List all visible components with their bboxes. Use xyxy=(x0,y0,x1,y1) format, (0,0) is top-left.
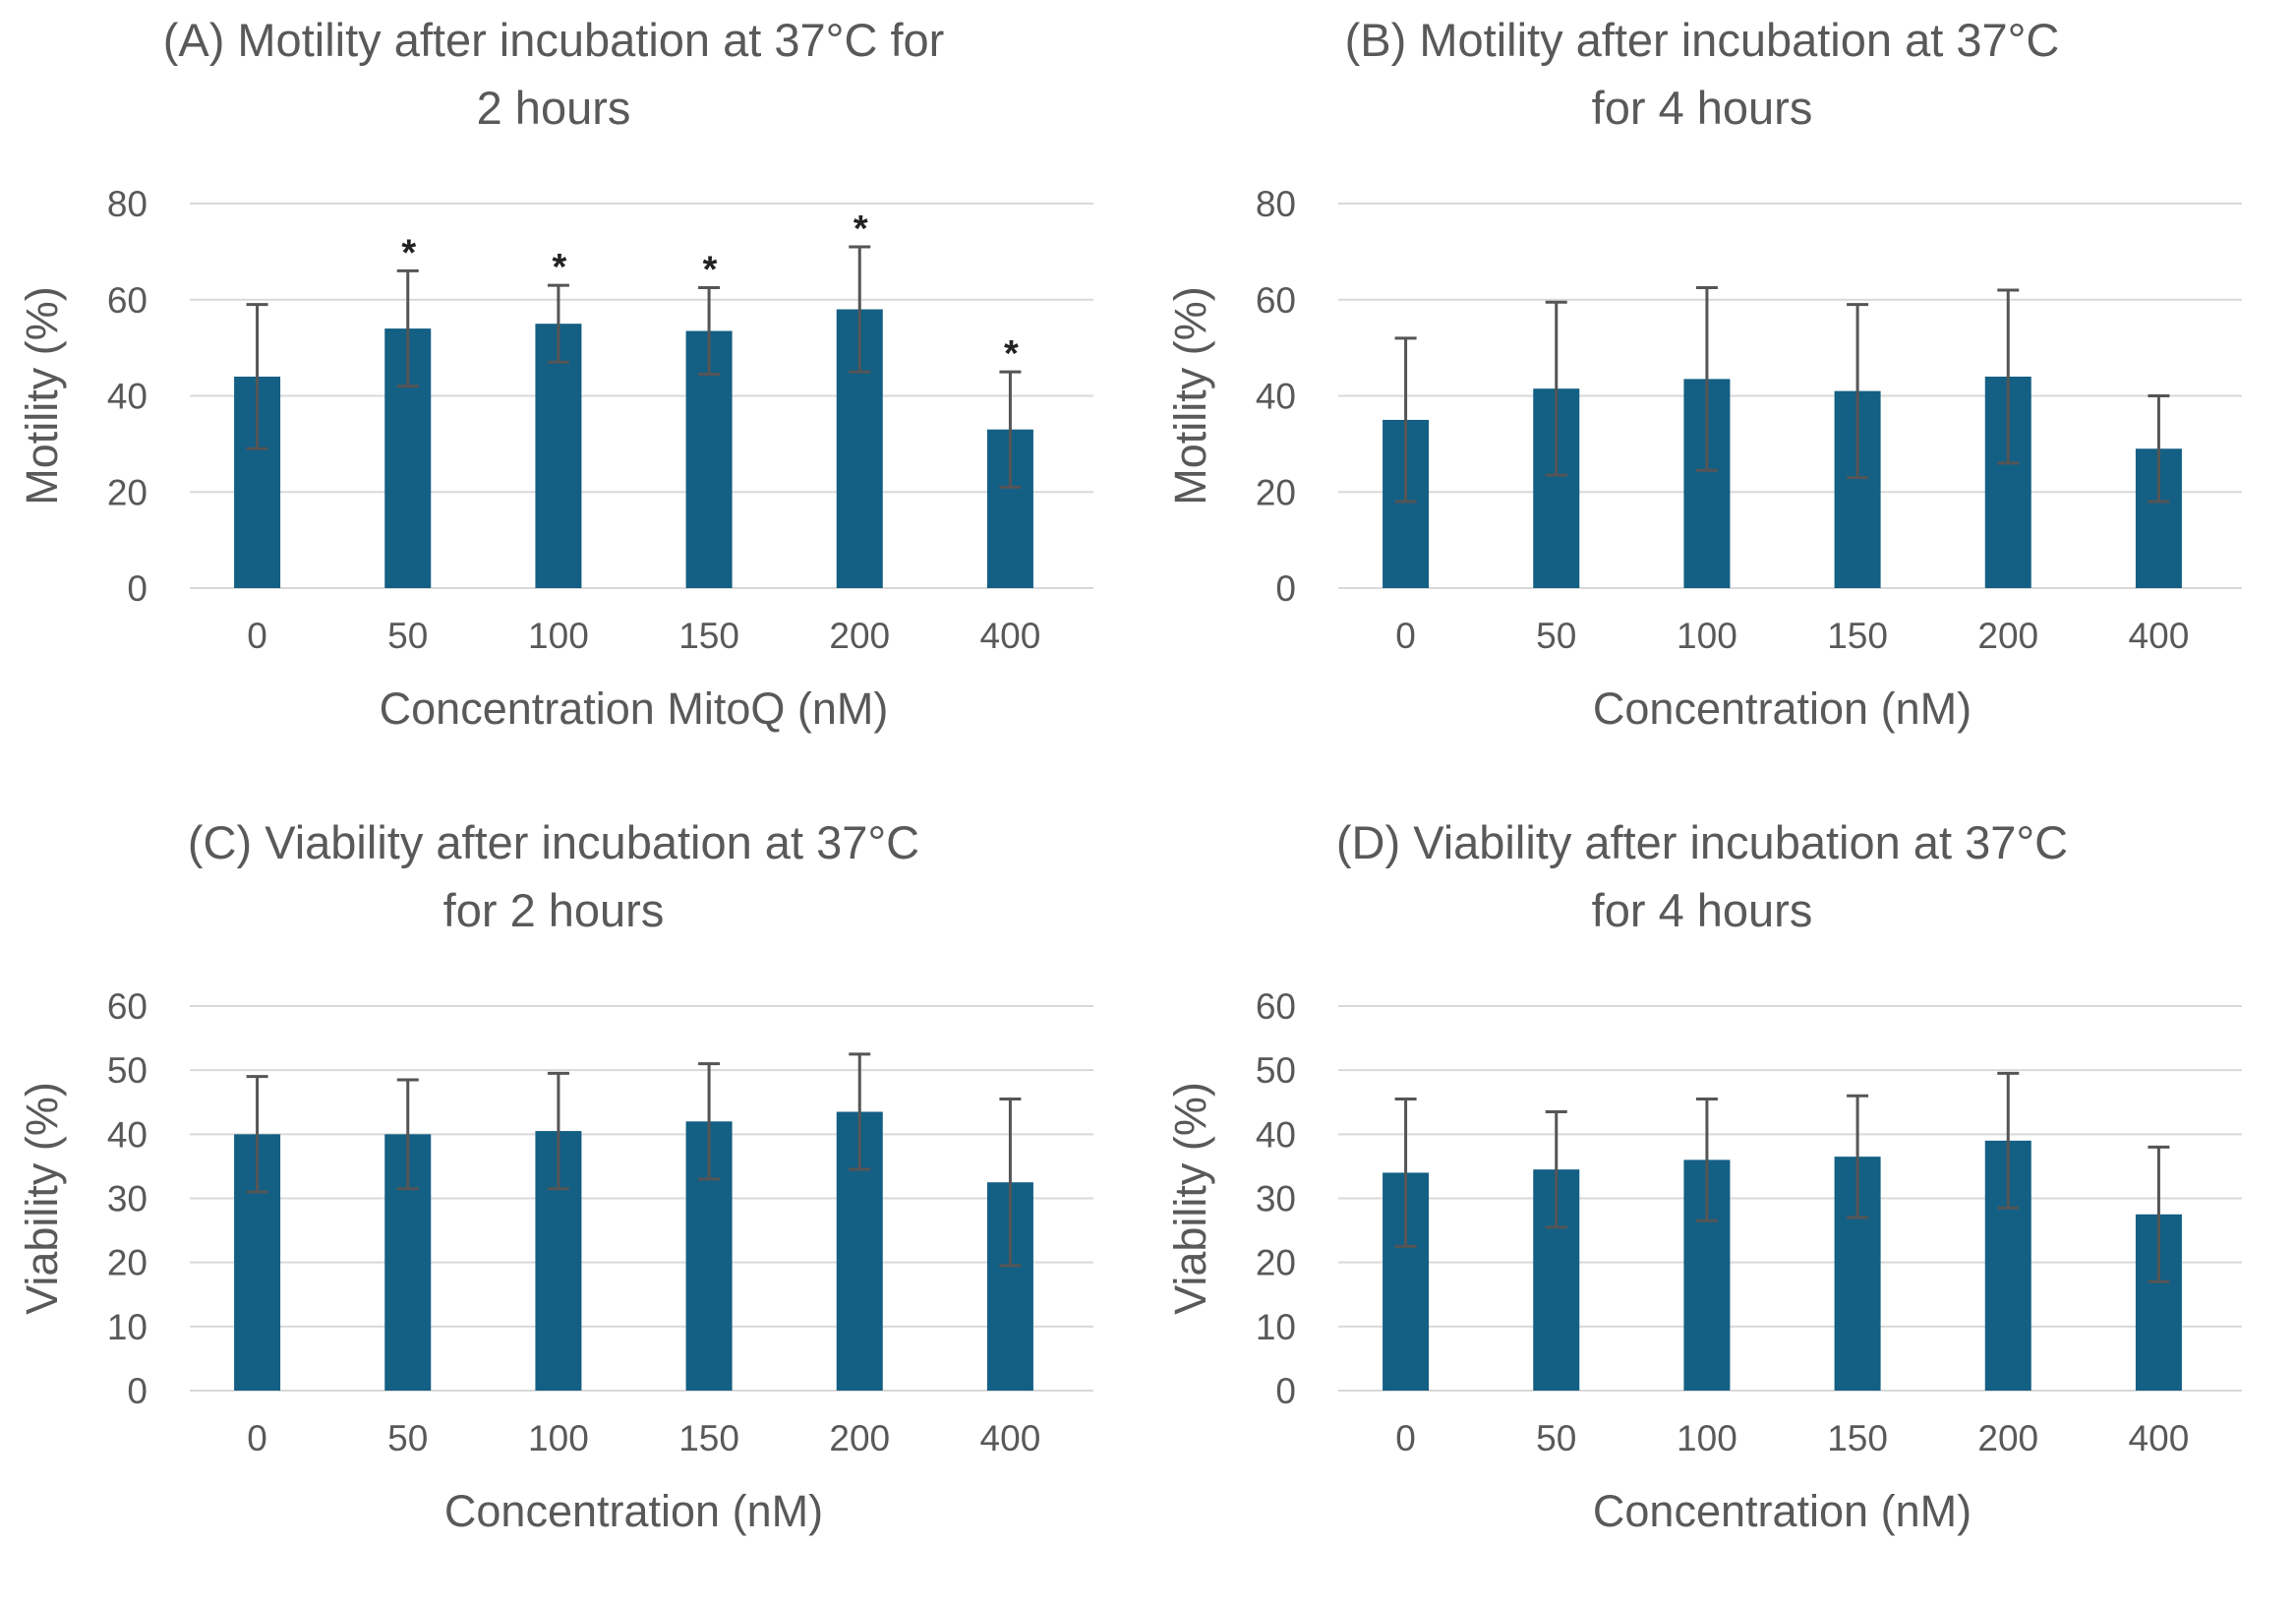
chart-title-line-1: (C) Viability after incubation at 37°C xyxy=(188,816,919,868)
chart-b-svg: (B) Motility after incubation at 37°C for… xyxy=(1165,14,2242,734)
x-tick-label: 50 xyxy=(387,1418,428,1458)
y-tick-label: 10 xyxy=(1256,1307,1296,1347)
x-axis-label: Concentration (nM) xyxy=(1593,683,1972,734)
y-tick-label: 60 xyxy=(107,280,147,321)
x-tick-label: 400 xyxy=(980,616,1041,656)
x-tick-label: 0 xyxy=(1395,616,1416,656)
x-tick-label: 400 xyxy=(2129,616,2190,656)
x-tick-label: 0 xyxy=(247,616,267,656)
significance-star: * xyxy=(1004,333,1019,375)
x-tick-label: 50 xyxy=(387,616,428,656)
x-tick-label: 150 xyxy=(1827,1418,1888,1458)
x-tick-label: 200 xyxy=(1977,616,2038,656)
chart-c-svg: (C) Viability after incubation at 37°C fo… xyxy=(17,816,1093,1536)
y-tick-label: 20 xyxy=(1256,1243,1296,1283)
chart-title-line-1: (D) Viability after incubation at 37°C xyxy=(1336,816,2068,868)
y-tick-label: 0 xyxy=(127,568,147,609)
y-tick-label: 60 xyxy=(1256,986,1296,1027)
y-tick-label: 80 xyxy=(1256,184,1296,224)
y-tick-label: 40 xyxy=(107,377,147,417)
y-tick-label: 0 xyxy=(127,1371,147,1411)
x-tick-label: 50 xyxy=(1536,616,1576,656)
x-tick-label: 200 xyxy=(829,616,890,656)
y-axis-label: Motility (%) xyxy=(17,286,67,505)
x-tick-label: 50 xyxy=(1536,1418,1576,1458)
x-tick-label: 100 xyxy=(528,1418,589,1458)
chart-title-line-1: (A) Motility after incubation at 37°C fo… xyxy=(163,14,945,66)
x-tick-label: 0 xyxy=(247,1418,267,1458)
y-tick-label: 20 xyxy=(107,472,147,512)
chart-title-line-1: (B) Motility after incubation at 37°C xyxy=(1345,14,2060,66)
chart-panel-b: (B) Motility after incubation at 37°C for… xyxy=(1148,0,2296,802)
y-tick-label: 60 xyxy=(1256,280,1296,321)
x-tick-label: 100 xyxy=(1677,1418,1737,1458)
chart-title-line-2: 2 hours xyxy=(477,82,631,134)
x-tick-label: 100 xyxy=(1677,616,1737,656)
x-tick-label: 200 xyxy=(1977,1418,2038,1458)
bar xyxy=(535,324,582,588)
y-tick-label: 30 xyxy=(107,1179,147,1219)
y-tick-label: 30 xyxy=(1256,1179,1296,1219)
x-axis-label: Concentration (nM) xyxy=(1593,1486,1972,1536)
y-tick-label: 20 xyxy=(107,1243,147,1283)
chart-d-svg: (D) Viability after incubation at 37°C fo… xyxy=(1165,816,2242,1536)
y-tick-label: 0 xyxy=(1275,568,1296,609)
y-tick-label: 40 xyxy=(1256,377,1296,417)
x-tick-label: 200 xyxy=(829,1418,890,1458)
chart-title-line-2: for 2 hours xyxy=(443,884,665,936)
x-tick-label: 150 xyxy=(678,1418,739,1458)
x-tick-label: 100 xyxy=(528,616,589,656)
chart-panel-d: (D) Viability after incubation at 37°C fo… xyxy=(1148,802,2296,1604)
y-tick-label: 50 xyxy=(1256,1050,1296,1091)
y-axis-label: Viability (%) xyxy=(17,1082,67,1315)
significance-star: * xyxy=(553,247,567,288)
chart-a-svg: (A) Motility after incubation at 37°C fo… xyxy=(17,14,1093,734)
chart-panel-c: (C) Viability after incubation at 37°C fo… xyxy=(0,802,1148,1604)
y-axis-label: Viability (%) xyxy=(1165,1082,1215,1315)
x-tick-label: 150 xyxy=(1827,616,1888,656)
chart-title-line-2: for 4 hours xyxy=(1592,884,1813,936)
chart-title-line-2: for 4 hours xyxy=(1592,82,1813,134)
significance-star: * xyxy=(854,208,868,250)
x-tick-label: 400 xyxy=(2129,1418,2190,1458)
y-tick-label: 60 xyxy=(107,986,147,1027)
x-axis-label: Concentration (nM) xyxy=(444,1486,823,1536)
y-tick-label: 50 xyxy=(107,1050,147,1091)
y-tick-label: 20 xyxy=(1256,472,1296,512)
x-axis-label: Concentration MitoQ (nM) xyxy=(380,683,889,734)
y-tick-label: 80 xyxy=(107,184,147,224)
chart-panel-a: (A) Motility after incubation at 37°C fo… xyxy=(0,0,1148,802)
y-tick-label: 10 xyxy=(107,1307,147,1347)
significance-star: * xyxy=(401,232,416,273)
y-axis-label: Motility (%) xyxy=(1165,286,1215,505)
y-tick-label: 40 xyxy=(107,1114,147,1155)
x-tick-label: 0 xyxy=(1395,1418,1416,1458)
y-tick-label: 0 xyxy=(1275,1371,1296,1411)
x-tick-label: 400 xyxy=(980,1418,1041,1458)
y-tick-label: 40 xyxy=(1256,1114,1296,1155)
x-tick-label: 150 xyxy=(678,616,739,656)
significance-star: * xyxy=(703,250,718,291)
